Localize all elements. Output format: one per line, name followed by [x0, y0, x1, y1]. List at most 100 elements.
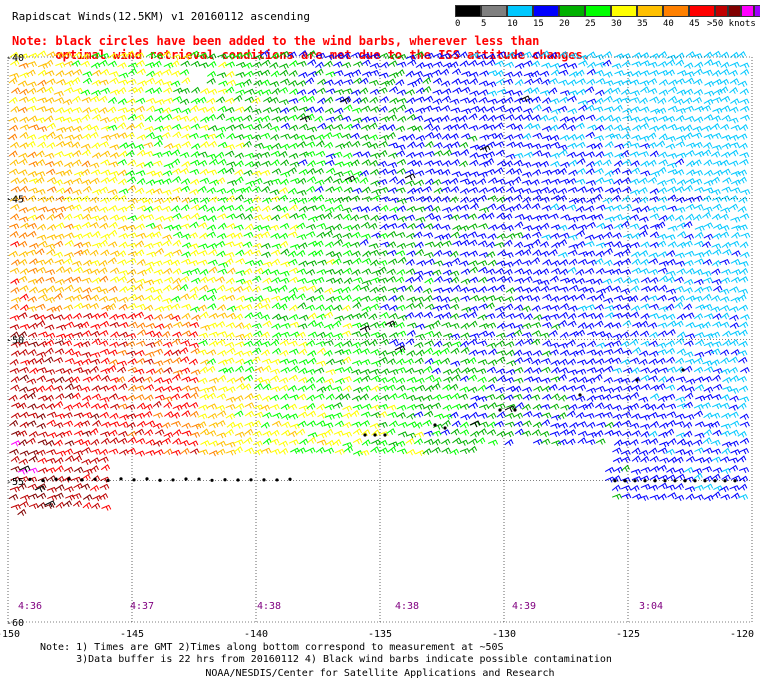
- wind-barb: [415, 377, 425, 384]
- wind-barb: [197, 159, 208, 167]
- wind-barb: [433, 313, 444, 320]
- wind-barb: [44, 502, 55, 510]
- wind-barb: [19, 340, 30, 347]
- wind-barb: [152, 278, 163, 285]
- wind-barb: [244, 428, 254, 436]
- wind-barb: [37, 457, 48, 464]
- wind-barb: [55, 501, 65, 509]
- wind-barb: [56, 206, 67, 213]
- wind-barb: [647, 61, 658, 68]
- wind-barb: [73, 450, 84, 457]
- wind-barb: [397, 256, 407, 264]
- wind-barb: [405, 133, 416, 141]
- wind-barb: [665, 303, 675, 311]
- wind-barb: [557, 412, 567, 419]
- wind-barb: [100, 159, 110, 166]
- wind-barb: [739, 467, 750, 474]
- wind-barb: [413, 77, 423, 85]
- wind-barb: [262, 261, 273, 268]
- wind-barb: [450, 392, 460, 400]
- wind-barb: [63, 107, 74, 114]
- wind-barb: [314, 115, 324, 123]
- wind-barb: [179, 167, 190, 175]
- wind-barb: [46, 223, 57, 231]
- wind-barb: [728, 387, 739, 394]
- wind-barb: [53, 422, 64, 429]
- wind-barb: [171, 168, 182, 175]
- wind-barb: [647, 88, 658, 95]
- wind-barb: [63, 412, 73, 419]
- wind-barb: [711, 115, 721, 122]
- wind-barb: [350, 409, 360, 417]
- wind-barb: [36, 320, 46, 328]
- wind-barb: [109, 276, 120, 283]
- wind-barb: [361, 429, 371, 436]
- wind-barb: [369, 53, 380, 60]
- wind-barb: [459, 97, 470, 104]
- wind-barb: [225, 286, 236, 293]
- wind-barb: [407, 125, 418, 132]
- wind-barb: [262, 144, 273, 151]
- wind-barb: [368, 116, 379, 123]
- color-swatch: [663, 5, 689, 17]
- wind-barb: [377, 178, 388, 186]
- wind-barb: [352, 438, 363, 445]
- wind-barb: [55, 376, 65, 384]
- wind-barb: [585, 131, 595, 139]
- wind-barb: [640, 455, 650, 463]
- wind-barb: [737, 169, 748, 176]
- wind-barb: [522, 294, 533, 302]
- wind-barb: [197, 259, 208, 266]
- wind-barb: [584, 205, 595, 213]
- wind-barb: [693, 366, 704, 374]
- wind-barb: [191, 143, 201, 150]
- wind-barb: [279, 107, 290, 114]
- wind-barb: [514, 62, 525, 70]
- wind-barb: [353, 377, 363, 384]
- wind-barb: [332, 320, 342, 328]
- wind-barb: [567, 249, 578, 256]
- wind-barb: [207, 70, 217, 78]
- wind-barb: [107, 303, 117, 311]
- wind-barb: [730, 348, 741, 356]
- wind-barb: [720, 368, 731, 375]
- wind-barb: [413, 438, 424, 446]
- wind-barb: [189, 249, 199, 257]
- wind-barb: [433, 260, 444, 267]
- wind-barb: [595, 438, 606, 445]
- wind-barb: [217, 374, 227, 382]
- wind-barb: [477, 153, 488, 160]
- wind-barb: [296, 189, 307, 196]
- wind-barb: [118, 72, 129, 79]
- wind-barb: [728, 117, 739, 124]
- wind-barb: [640, 374, 651, 382]
- wind-barb: [701, 270, 712, 277]
- wind-barb: [56, 126, 67, 133]
- wind-barb: [395, 69, 405, 77]
- wind-barb: [342, 356, 352, 364]
- wind-barb: [217, 167, 227, 175]
- wind-barb: [315, 393, 325, 400]
- wind-barb: [513, 349, 523, 357]
- wind-barb: [299, 151, 309, 158]
- wind-barb: [323, 60, 333, 68]
- wind-barb: [18, 331, 28, 338]
- wind-barb: [667, 295, 678, 303]
- wind-barb: [405, 302, 416, 310]
- wind-barb: [54, 465, 64, 473]
- wind-barb: [235, 61, 246, 68]
- wind-barb: [297, 197, 308, 205]
- wind-barb: [450, 214, 460, 221]
- wind-barb: [406, 222, 417, 230]
- wind-barb: [298, 95, 308, 103]
- wind-barb: [341, 376, 352, 383]
- wind-barb: [424, 330, 435, 337]
- wind-barb: [441, 88, 452, 95]
- wind-barb: [566, 410, 576, 418]
- wind-barb: [612, 340, 622, 347]
- wind-barb: [658, 159, 668, 166]
- wind-barb: [379, 196, 390, 203]
- wind-barb: [244, 312, 254, 319]
- wind-barb: [666, 258, 676, 266]
- wind-barb: [711, 374, 721, 382]
